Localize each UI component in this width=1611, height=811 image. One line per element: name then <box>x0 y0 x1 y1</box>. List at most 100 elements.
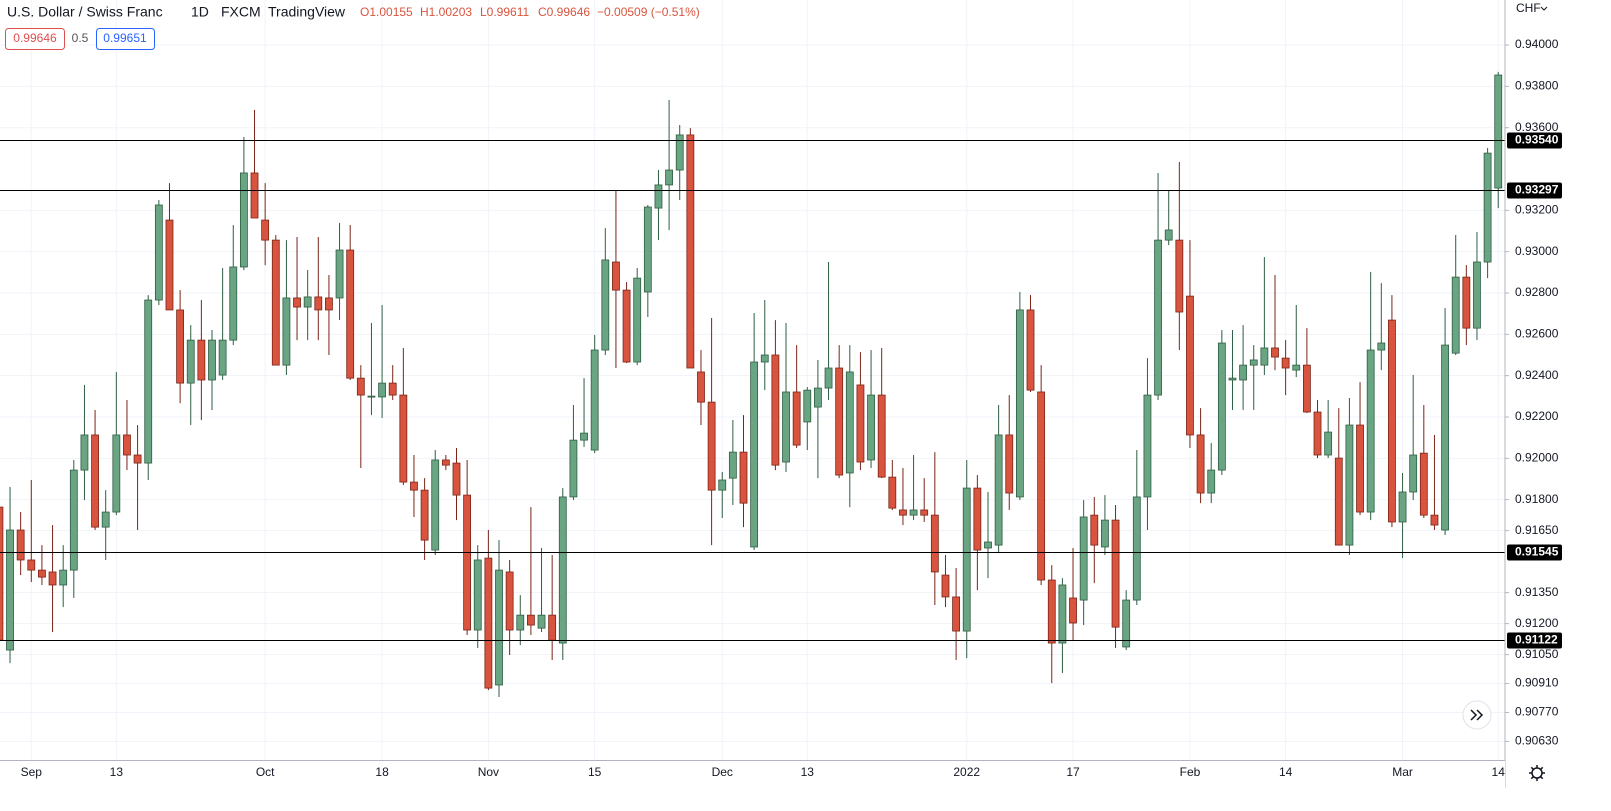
candle-body <box>771 354 780 466</box>
candle-body <box>548 614 557 641</box>
candle-body <box>1005 434 1014 494</box>
candle-body <box>69 469 78 571</box>
x-tick-label: 14 <box>1492 765 1506 779</box>
candle-body <box>952 596 960 632</box>
ohlc-open: O1.00155 <box>360 5 413 19</box>
candle-body <box>1101 519 1109 548</box>
y-unit: CHF <box>1516 1 1541 15</box>
candle-body <box>718 479 727 491</box>
candle-body <box>1047 579 1056 644</box>
candle-body <box>792 391 801 446</box>
candle-body <box>1217 342 1226 471</box>
candle-body <box>1377 342 1386 351</box>
y-tick-label: 0.91650 <box>1515 523 1559 537</box>
x-tick-label: 14 <box>1279 765 1293 779</box>
plot <box>0 71 1505 697</box>
candle-body <box>441 459 450 466</box>
x-tick-label: Nov <box>478 765 499 779</box>
ohlc-high: H1.00203 <box>420 5 472 19</box>
candle-body <box>367 395 376 398</box>
y-tick-label: 0.91050 <box>1515 647 1559 661</box>
y-tick-label: 0.92000 <box>1515 450 1559 464</box>
x-tick-label: 13 <box>801 765 815 779</box>
candle-body <box>6 529 14 651</box>
candle-body <box>473 559 482 631</box>
candle-body <box>1409 454 1418 493</box>
candle-body <box>888 476 897 509</box>
candle-body <box>750 361 759 548</box>
sell-price[interactable]: 0.99646 <box>13 31 57 45</box>
gear-teeth[interactable] <box>1529 765 1545 781</box>
candle-body <box>91 434 99 528</box>
scroll-icon[interactable] <box>1470 709 1484 721</box>
candle-body <box>1271 347 1279 358</box>
candle-body <box>197 339 206 381</box>
candle-body <box>814 387 822 408</box>
settings-button[interactable] <box>1529 765 1545 781</box>
candle-body <box>314 296 323 311</box>
y-tick-label: 0.93600 <box>1515 120 1559 134</box>
candle-body <box>580 432 588 441</box>
candle-body <box>388 382 397 396</box>
spread: 0.5 <box>72 31 89 45</box>
candle-body <box>1260 347 1269 366</box>
candle-body <box>909 509 918 516</box>
candle-body <box>760 354 769 363</box>
y-unit-caret <box>1540 6 1548 11</box>
candle-body <box>1239 364 1248 381</box>
candle-body <box>176 309 185 384</box>
candle-body <box>877 394 886 478</box>
candle-body <box>186 339 195 384</box>
y-tick-label: 0.91800 <box>1515 492 1559 506</box>
sell-box[interactable] <box>5 28 65 50</box>
candle-body <box>38 569 46 578</box>
y-tick-label: 0.92800 <box>1515 285 1559 299</box>
candle-body <box>697 371 705 403</box>
candle-body <box>962 487 971 632</box>
candle-body <box>452 462 461 496</box>
x-tick-label: Sep <box>21 765 43 779</box>
candle-body <box>0 506 4 641</box>
buy-box[interactable] <box>96 28 155 50</box>
interval: 1D <box>191 4 209 20</box>
candle-body <box>154 204 163 301</box>
level-label-bg <box>1507 544 1562 561</box>
x-tick-label: 13 <box>110 765 124 779</box>
y-tick-label: 0.92200 <box>1515 409 1559 423</box>
level-label: 0.91122 <box>1515 633 1558 647</box>
candle-body <box>1207 469 1216 494</box>
candle-body <box>1015 309 1024 498</box>
candle-body <box>59 569 68 586</box>
candle-body <box>665 169 673 186</box>
candle-body <box>1345 424 1354 546</box>
candle-body <box>984 541 992 549</box>
candle-body <box>856 384 865 463</box>
y-tick-label: 0.93800 <box>1515 79 1559 93</box>
candle-body <box>101 511 110 528</box>
buy-price[interactable]: 0.99651 <box>103 31 147 45</box>
candle-body <box>1196 434 1205 494</box>
candle-body <box>346 249 355 379</box>
x-tick-label: 17 <box>1066 765 1080 779</box>
candle-body <box>431 459 440 551</box>
scroll-button[interactable] <box>1462 700 1492 730</box>
time-axis: Sep 13 Oct 18 Nov 15 Dec 13 2022 17 Feb 14 Mar 14 <box>0 760 1506 788</box>
candle-body <box>271 239 280 366</box>
candle-body <box>835 367 844 476</box>
candle-body <box>739 451 748 504</box>
y-tick-label: 0.94000 <box>1515 37 1559 51</box>
candle-body <box>527 614 535 626</box>
candle-body <box>601 259 610 351</box>
candle-body <box>1462 276 1471 329</box>
candle-body <box>1366 349 1375 513</box>
level-label: 0.93297 <box>1515 183 1559 197</box>
candle-body <box>1122 599 1131 648</box>
candle-body <box>622 289 631 363</box>
candle-body <box>1388 319 1396 523</box>
level-label-bg <box>1507 132 1562 149</box>
ohlc-close: C0.99646 <box>538 5 590 19</box>
candle-body <box>1111 519 1120 628</box>
candle-body <box>824 367 833 389</box>
candle-body <box>261 219 270 241</box>
candle-body <box>303 296 312 308</box>
